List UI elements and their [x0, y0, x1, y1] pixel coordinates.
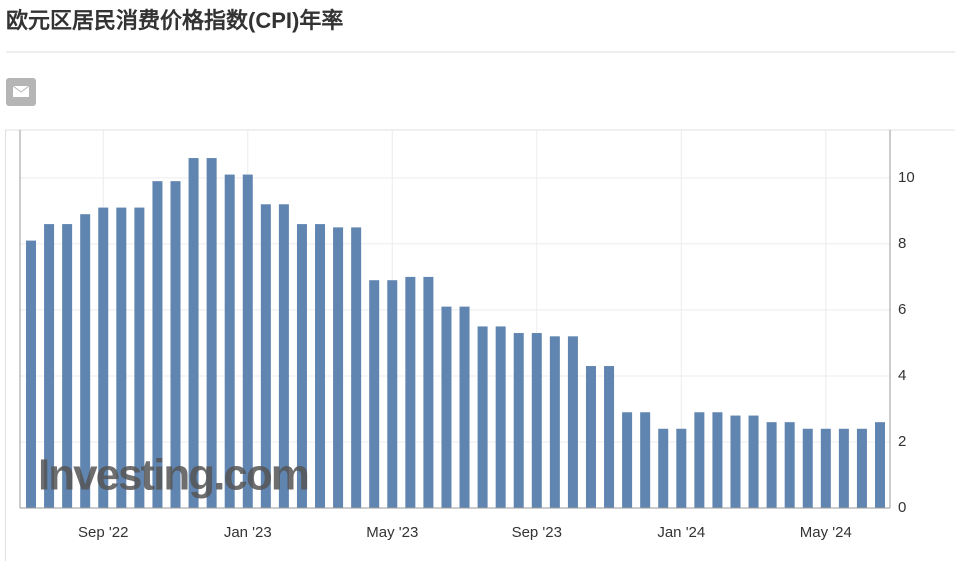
bar	[767, 422, 777, 508]
bar	[694, 412, 704, 508]
watermark: Investing.com	[38, 451, 308, 500]
bar	[550, 336, 560, 508]
y-tick-label: 0	[898, 499, 906, 516]
bar	[640, 412, 650, 508]
bar	[658, 429, 668, 508]
y-tick-label: 8	[898, 235, 906, 252]
y-tick-label: 2	[898, 433, 906, 450]
bar	[712, 412, 722, 508]
bar	[568, 336, 578, 508]
bar	[730, 416, 740, 508]
chart-title: 欧元区居民消费价格指数(CPI)年率	[6, 8, 343, 33]
bar	[676, 429, 686, 508]
bar	[441, 307, 451, 508]
x-tick-label: May '23	[366, 524, 418, 541]
y-tick-label: 4	[898, 367, 906, 384]
bar	[315, 224, 325, 508]
bar	[821, 429, 831, 508]
bar	[857, 429, 867, 508]
bar	[496, 326, 506, 508]
bar	[749, 416, 759, 508]
bar	[803, 429, 813, 508]
bar	[785, 422, 795, 508]
bar	[369, 280, 379, 508]
x-tick-label: Jan '24	[657, 524, 705, 541]
bar	[387, 280, 397, 508]
bar	[423, 277, 433, 508]
bar	[26, 241, 36, 508]
bar	[586, 366, 596, 508]
bar	[604, 366, 614, 508]
y-tick-label: 6	[898, 301, 906, 318]
bar	[460, 307, 470, 508]
bar	[478, 326, 488, 508]
x-tick-label: Sep '22	[78, 524, 128, 541]
x-tick-label: Sep '23	[512, 524, 562, 541]
bar	[405, 277, 415, 508]
bar	[875, 422, 885, 508]
bar	[351, 227, 361, 508]
y-tick-label: 10	[898, 169, 915, 186]
x-tick-label: Jan '23	[224, 524, 272, 541]
bar	[622, 412, 632, 508]
x-tick-label: May '24	[800, 524, 852, 541]
bar	[514, 333, 524, 508]
email-button[interactable]	[6, 78, 36, 106]
bar	[532, 333, 542, 508]
bar	[333, 227, 343, 508]
bar	[839, 429, 849, 508]
